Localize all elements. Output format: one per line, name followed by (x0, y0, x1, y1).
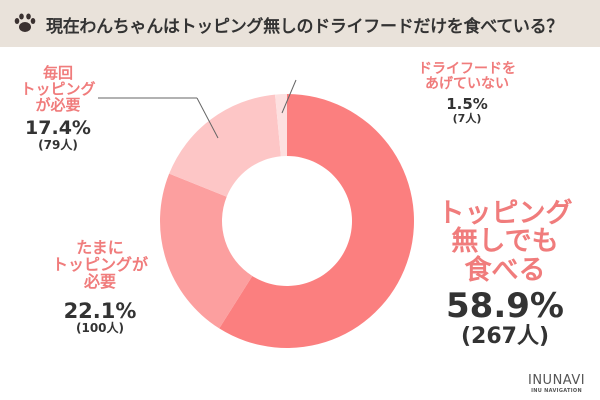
slice-0-label-line: トッピング (437, 198, 573, 229)
chart-title: 現在わんちゃんはトッピング無しのドライフードだけを食べている？ (46, 17, 564, 37)
donut-slice-1 (160, 173, 253, 329)
inunavi-logo: INUNAVI INU NAVIGATION (528, 373, 585, 394)
slice-2-label-line: が必要 (35, 95, 81, 114)
donut-slice-3 (275, 94, 287, 157)
slice-2-label-line: トッピング (20, 79, 96, 98)
slice-3-label-line: ドライフードを (418, 61, 516, 77)
slice-3-label-line: あげていない (425, 75, 509, 92)
paw-icon (14, 13, 36, 32)
leader-line-3 (281, 79, 297, 114)
slice-1-label-line: 必要 (83, 271, 116, 291)
slice-1-percent: 22.1% (63, 299, 137, 324)
slice-0-count: (267人) (460, 323, 550, 349)
label-slice-0: トッピング 無しでも 食べる 58.9% (267人) (420, 198, 590, 349)
slice-0-percent: 58.9% (446, 286, 564, 327)
slice-2-percent: 17.4% (25, 117, 91, 140)
slice-1-label-line: トッピングが (51, 254, 148, 274)
slice-1-count: (100人) (75, 321, 125, 336)
slice-2-label-line: 毎回 (42, 64, 73, 82)
label-slice-3: ドライフードを あげていない 1.5% (7人) (418, 62, 516, 125)
label-slice-2: 毎回 トッピング が必要 17.4% (79人) (18, 64, 98, 153)
label-slice-1: たまに トッピングが 必要 22.1% (100人) (40, 238, 160, 336)
slice-3-percent: 1.5% (446, 95, 488, 114)
donut-slice-0 (219, 94, 415, 348)
slice-1-label-line: たまに (76, 238, 124, 257)
slice-0-label-line: 無しでも (451, 226, 559, 258)
header-bar: 現在わんちゃんはトッピング無しのドライフードだけを食べている？ (0, 0, 600, 47)
leader-line-2b (196, 97, 219, 139)
slice-2-count: (79人) (38, 138, 78, 153)
donut-slice-2 (169, 94, 281, 197)
logo-name: INUNAVI (528, 373, 586, 388)
slice-3-count: (7人) (452, 112, 482, 126)
slice-0-label-line: 食べる (464, 254, 546, 286)
logo-sub: INU NAVIGATION (531, 388, 582, 394)
